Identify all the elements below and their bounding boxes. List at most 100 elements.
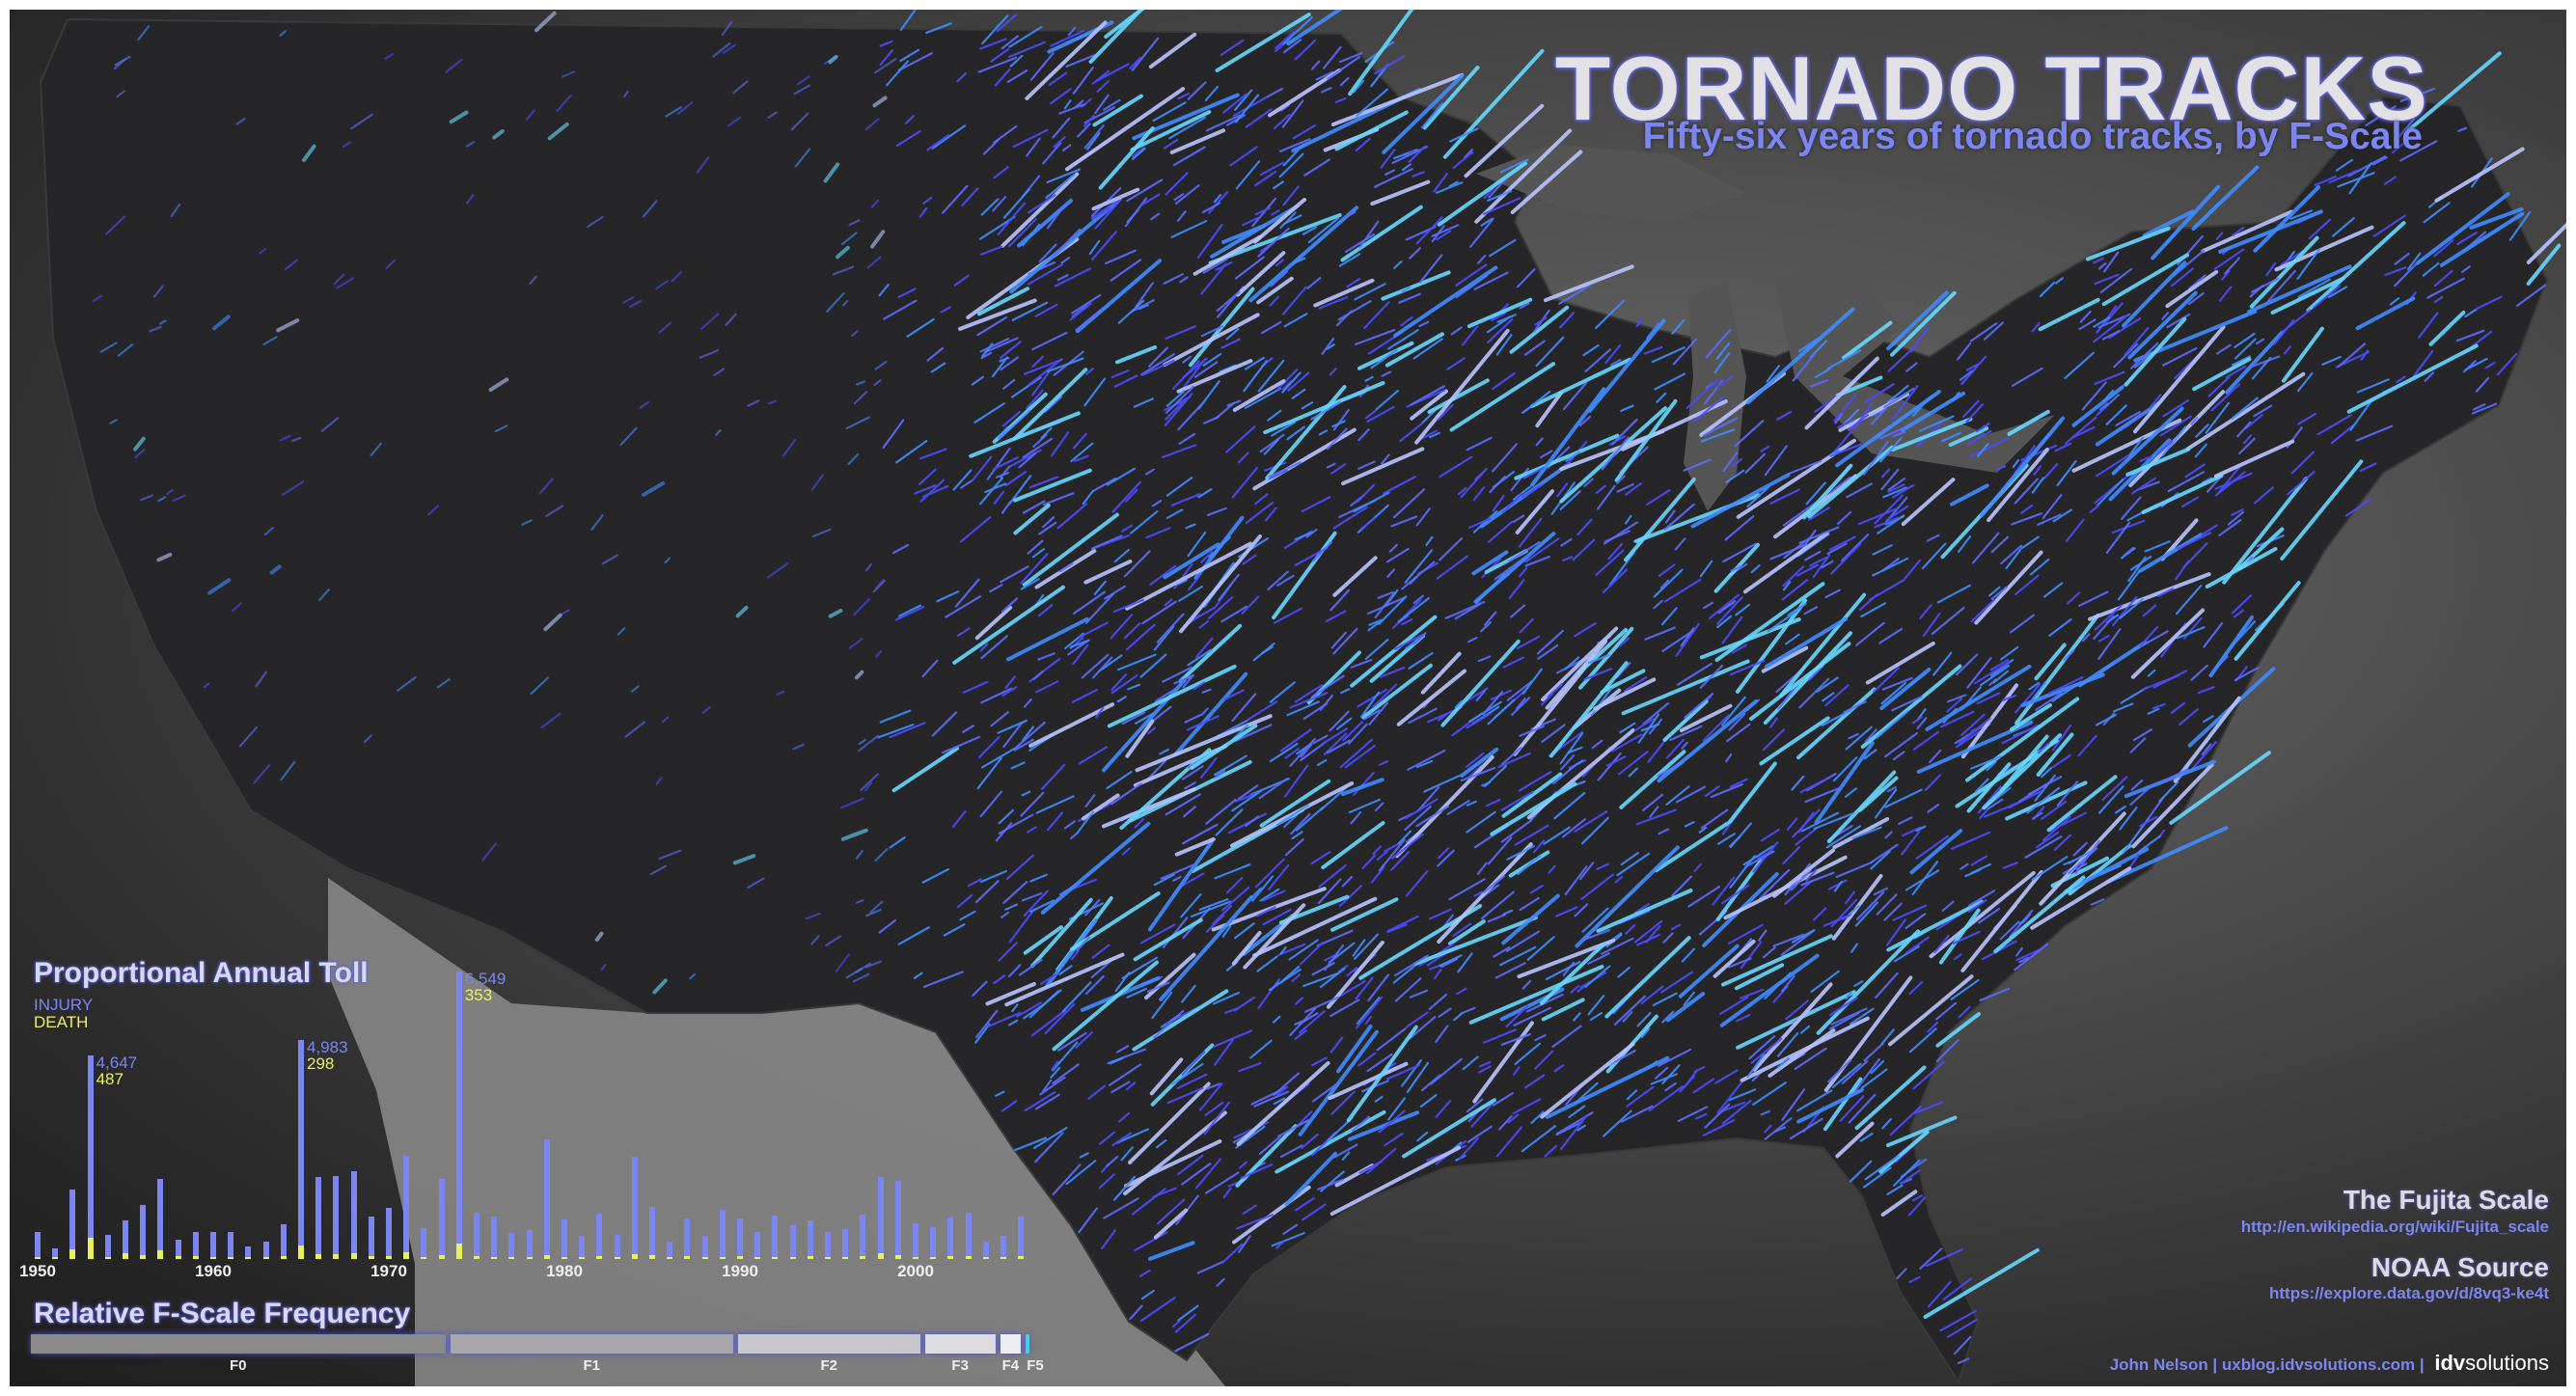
tornado-track bbox=[1870, 843, 1899, 863]
death-bar-1986 bbox=[667, 1257, 673, 1259]
tornado-track bbox=[1480, 890, 1515, 920]
tornado-track bbox=[1221, 887, 1250, 912]
tornado-track bbox=[2008, 789, 2042, 809]
tornado-track bbox=[1909, 326, 1930, 353]
tornado-track bbox=[1007, 964, 1022, 978]
tornado-track bbox=[1007, 41, 1046, 59]
tornado-track bbox=[984, 482, 1007, 494]
tornado-track bbox=[1044, 1002, 1076, 1035]
tornado-track bbox=[1448, 919, 1486, 945]
injury-bar-1950 bbox=[35, 1232, 41, 1259]
tornado-track bbox=[1000, 172, 1080, 248]
fujita-link[interactable]: http://en.wikipedia.org/wiki/Fujita_scal… bbox=[2240, 1218, 2549, 1236]
noaa-link[interactable]: https://explore.data.gov/d/8vq3-ke4t bbox=[2268, 1284, 2549, 1302]
tornado-track bbox=[961, 187, 979, 206]
tornado-track bbox=[1726, 723, 1751, 743]
tornado-track bbox=[1384, 1132, 1404, 1147]
tornado-track bbox=[1986, 798, 2004, 810]
tornado-track bbox=[1224, 425, 1256, 453]
tornado-track bbox=[1394, 977, 1422, 1002]
tornado-track bbox=[2144, 540, 2171, 553]
tornado-track bbox=[1582, 343, 1600, 357]
tornado-track bbox=[1022, 512, 1119, 588]
fscale-segment-f5 bbox=[1025, 1334, 1029, 1354]
tornado-track bbox=[1494, 556, 1526, 581]
tornado-track bbox=[1402, 1098, 1496, 1159]
fscale-title: Relative F-Scale Frequency bbox=[34, 1298, 411, 1329]
tornado-track bbox=[931, 124, 967, 150]
tornado-track bbox=[1168, 116, 1206, 140]
tornado-track bbox=[1750, 564, 1761, 574]
tornado-track bbox=[922, 971, 964, 988]
tornado-track bbox=[2349, 398, 2373, 431]
tornado-track bbox=[1020, 578, 1040, 590]
tornado-track bbox=[556, 94, 572, 112]
tornado-track bbox=[1208, 535, 1231, 559]
tornado-track bbox=[1354, 933, 1380, 960]
tornado-track bbox=[1123, 550, 1151, 578]
tornado-track bbox=[1661, 630, 1694, 652]
tornado-track bbox=[1965, 403, 1984, 424]
tornado-track bbox=[1494, 962, 1526, 979]
tornado-track bbox=[1088, 239, 1101, 255]
tornado-track bbox=[1397, 596, 1430, 623]
tornado-track bbox=[1159, 748, 1170, 755]
tornado-track bbox=[1885, 505, 1909, 522]
tornado-track bbox=[1029, 52, 1055, 81]
tornado-track bbox=[1574, 903, 1589, 917]
tornado-track bbox=[1238, 1062, 1262, 1073]
tornado-track bbox=[2014, 943, 2049, 972]
tornado-track bbox=[2046, 775, 2118, 833]
tornado-track bbox=[1216, 290, 1241, 313]
tornado-track bbox=[1628, 767, 1638, 778]
tornado-track bbox=[1454, 700, 1463, 709]
tornado-track bbox=[979, 245, 1003, 256]
injury-bar-1985 bbox=[649, 1207, 655, 1259]
tornado-track bbox=[2238, 437, 2256, 454]
tornado-track bbox=[1786, 817, 1798, 831]
tornado-track bbox=[1153, 1208, 1189, 1240]
tornado-track bbox=[2099, 267, 2133, 294]
tornado-track bbox=[1839, 1095, 1865, 1122]
tornado-track bbox=[1486, 315, 1512, 334]
credit-text[interactable]: John Nelson | uxblog.idvsolutions.com | bbox=[2109, 1355, 2425, 1374]
tornado-track bbox=[1721, 616, 1743, 644]
tornado-track bbox=[1671, 319, 1685, 335]
tornado-track bbox=[2181, 496, 2199, 508]
tornado-track bbox=[1299, 1010, 1326, 1034]
tornado-track bbox=[1607, 542, 1624, 561]
tornado-track bbox=[1075, 309, 1103, 332]
tornado-track bbox=[662, 716, 670, 724]
tornado-track bbox=[1031, 355, 1045, 369]
tornado-track bbox=[1380, 149, 1396, 169]
tornado-track bbox=[1253, 170, 1277, 187]
tornado-track bbox=[1030, 897, 1093, 969]
tornado-track bbox=[2472, 403, 2486, 411]
tornado-track bbox=[1452, 151, 1474, 170]
tornado-track bbox=[1115, 1045, 1130, 1054]
tornado-track bbox=[811, 528, 832, 538]
tornado-track bbox=[1368, 618, 1383, 626]
tornado-track bbox=[2049, 811, 2087, 832]
tornado-track bbox=[2132, 728, 2152, 742]
tornado-track bbox=[1979, 664, 2011, 687]
tornado-track bbox=[1259, 888, 1280, 902]
tornado-track bbox=[1487, 836, 1513, 865]
tornado-track bbox=[845, 416, 870, 430]
tornado-track bbox=[1519, 725, 1545, 737]
tornado-track bbox=[2251, 277, 2280, 293]
tornado-track bbox=[1053, 136, 1066, 149]
tornado-track bbox=[1988, 586, 2001, 597]
tornado-track bbox=[1669, 725, 1703, 742]
tornado-track bbox=[1522, 466, 1545, 479]
tornado-track bbox=[157, 496, 167, 503]
tornado-track bbox=[2014, 613, 2100, 725]
tornado-track bbox=[1248, 205, 1359, 303]
tornado-track bbox=[1827, 1059, 1851, 1083]
tornado-track bbox=[1562, 961, 1576, 977]
tornado-track bbox=[2296, 248, 2321, 280]
tornado-track bbox=[1525, 993, 1564, 1013]
tornado-track bbox=[1728, 761, 1777, 824]
tornado-track bbox=[1341, 1151, 1351, 1161]
tornado-track bbox=[1356, 88, 1388, 118]
